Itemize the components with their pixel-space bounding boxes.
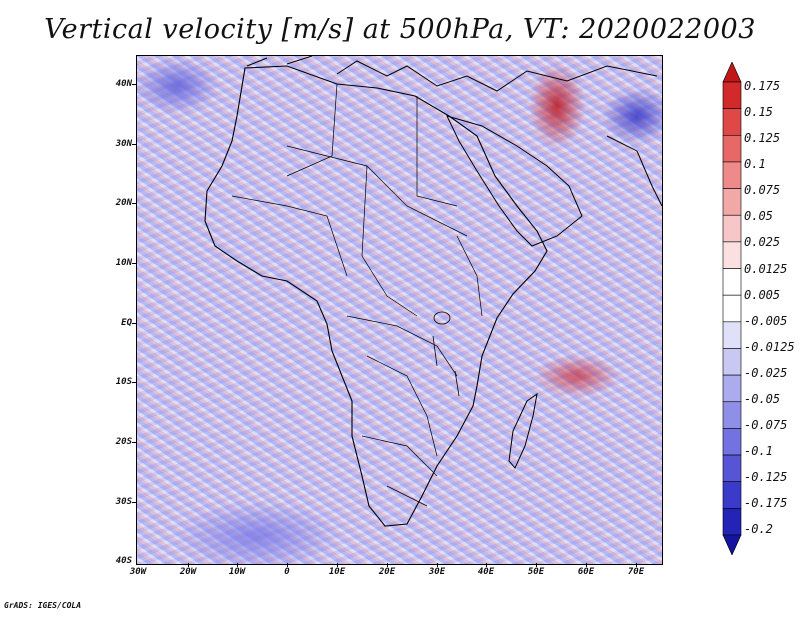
colorbar-label: -0.2: [744, 522, 773, 536]
chart-title: Vertical velocity [m/s] at 500hPa, VT: 2…: [44, 14, 756, 45]
lon-label-20w: 20W: [179, 567, 197, 577]
lake-tanganyika: [432, 335, 438, 367]
lat-label-40s: 40S: [115, 556, 132, 566]
lat-label-30s: 30S: [115, 497, 132, 507]
lat-label-30n: 30N: [115, 139, 132, 149]
colorbar-label: 0.15: [744, 105, 773, 119]
colorbar-label: -0.0125: [744, 340, 795, 354]
lat-tick: [132, 442, 136, 443]
lon-label-30w: 30W: [129, 567, 147, 577]
colorbar-segment: [722, 348, 742, 376]
colorbar-segment: [722, 321, 742, 349]
lat-tick: [132, 502, 136, 503]
europe-coastline: [246, 56, 658, 92]
lon-tick: [237, 563, 238, 567]
lat-label-20n: 20N: [115, 198, 132, 208]
lat-label-eq: EQ: [121, 318, 132, 328]
colorbar-segment: [722, 374, 742, 403]
colorbar-label: -0.05: [744, 392, 781, 406]
colorbar-segment: [722, 134, 742, 163]
lon-tick: [636, 563, 637, 567]
colorbar-segment: [722, 161, 742, 189]
colorbar-label: 0.175: [744, 79, 781, 93]
colorbar-segment: [722, 268, 742, 296]
lon-tick: [337, 563, 338, 567]
lat-label-40n: 40N: [115, 79, 132, 89]
colorbar-label: 0.1: [744, 157, 766, 171]
colorbar-label: 0.025: [744, 235, 781, 249]
lon-label-30e: 30E: [428, 567, 446, 577]
colorbar-label: 0.005: [744, 288, 781, 302]
colorbar-segment: [722, 481, 742, 509]
colorbar-segment: [722, 428, 742, 456]
lon-tick: [437, 563, 438, 567]
lat-label-10n: 10N: [115, 258, 132, 268]
lon-label-70e: 70E: [627, 567, 645, 577]
colorbar-segment: [722, 188, 742, 216]
colorbar-label: -0.125: [744, 470, 788, 484]
arabia-coastline: [446, 115, 583, 247]
map-plot-area: [136, 55, 663, 565]
lon-label-50e: 50E: [527, 567, 545, 577]
lon-tick: [287, 563, 288, 567]
colorbar-cap-top: [722, 62, 742, 83]
madagascar-coastline: [508, 392, 538, 469]
lat-tick: [132, 263, 136, 264]
lon-tick: [486, 563, 487, 567]
colorbar-label: 0.05: [744, 209, 773, 223]
colorbar-label: 0.075: [744, 183, 781, 197]
lon-tick: [536, 563, 537, 567]
colorbar-segment: [722, 401, 742, 429]
colorbar-segment: [722, 214, 742, 243]
lon-label-0: 0: [284, 567, 290, 577]
lon-tick: [586, 563, 587, 567]
lat-tick: [132, 203, 136, 204]
lat-label-20s: 20S: [115, 437, 132, 447]
lat-tick: [132, 84, 136, 85]
colorbar-segment: [722, 81, 742, 109]
colorbar-segment: [722, 508, 742, 536]
colorbar-label: -0.075: [744, 418, 788, 432]
colorbar-label: -0.025: [744, 366, 788, 380]
africa-coastline-map: [204, 56, 662, 527]
grads-footer: GrADS: IGES/COLA: [4, 601, 82, 610]
africa-coastline: [204, 65, 548, 527]
lon-label-40e: 40E: [477, 567, 495, 577]
colorbar: [722, 62, 742, 555]
lake-malawi: [454, 370, 460, 397]
colorbar-segment: [722, 108, 742, 136]
colorbar-label: 0.0125: [744, 262, 788, 276]
india-coastline: [606, 135, 662, 207]
colorbar-label: -0.005: [744, 314, 788, 328]
lat-label-10s: 10S: [115, 377, 132, 387]
lat-tick: [132, 382, 136, 383]
lon-label-10w: 10W: [228, 567, 246, 577]
colorbar-segment: [722, 241, 742, 269]
lon-label-20e: 20E: [378, 567, 396, 577]
colorbar-label: -0.1: [744, 444, 773, 458]
colorbar-segment: [722, 294, 742, 323]
colorbar-label: 0.125: [744, 131, 781, 145]
lon-label-10e: 10E: [328, 567, 346, 577]
lon-tick: [188, 563, 189, 567]
country-borders: [231, 83, 483, 507]
colorbar-segment: [722, 454, 742, 483]
colorbar-label: -0.175: [744, 496, 788, 510]
lat-tick: [132, 144, 136, 145]
lon-tick: [387, 563, 388, 567]
lon-label-60e: 60E: [577, 567, 595, 577]
lat-tick: [132, 323, 136, 324]
colorbar-cap-bottom: [722, 534, 742, 555]
lake-victoria: [433, 311, 451, 325]
